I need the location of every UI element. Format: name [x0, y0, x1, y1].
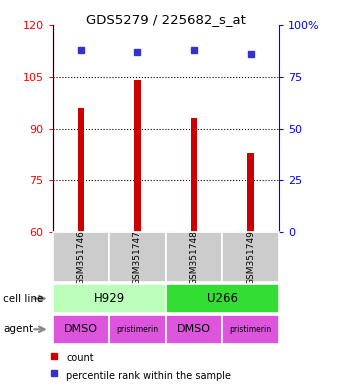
Text: count: count: [66, 353, 94, 363]
Text: percentile rank within the sample: percentile rank within the sample: [66, 371, 231, 381]
Text: GSM351747: GSM351747: [133, 230, 142, 285]
Bar: [166, 284, 279, 313]
Text: pristimerin: pristimerin: [230, 325, 272, 334]
Text: DMSO: DMSO: [177, 324, 211, 334]
Bar: [109, 232, 166, 282]
Text: U266: U266: [207, 292, 238, 305]
Text: agent: agent: [3, 324, 34, 334]
Bar: [53, 284, 166, 313]
Bar: [53, 315, 109, 344]
Text: GSM351749: GSM351749: [246, 230, 255, 285]
Text: GSM351746: GSM351746: [76, 230, 85, 285]
Text: H929: H929: [94, 292, 125, 305]
Bar: [191, 118, 198, 232]
Bar: [222, 315, 279, 344]
Bar: [166, 315, 222, 344]
Bar: [222, 232, 279, 282]
Text: cell line: cell line: [3, 293, 44, 304]
Text: GDS5279 / 225682_s_at: GDS5279 / 225682_s_at: [86, 13, 246, 26]
Text: pristimerin: pristimerin: [116, 325, 158, 334]
Bar: [134, 80, 141, 232]
Bar: [166, 232, 222, 282]
Bar: [78, 108, 84, 232]
Bar: [247, 153, 254, 232]
Text: GSM351748: GSM351748: [189, 230, 199, 285]
Bar: [109, 315, 166, 344]
Text: DMSO: DMSO: [64, 324, 98, 334]
Bar: [53, 232, 109, 282]
